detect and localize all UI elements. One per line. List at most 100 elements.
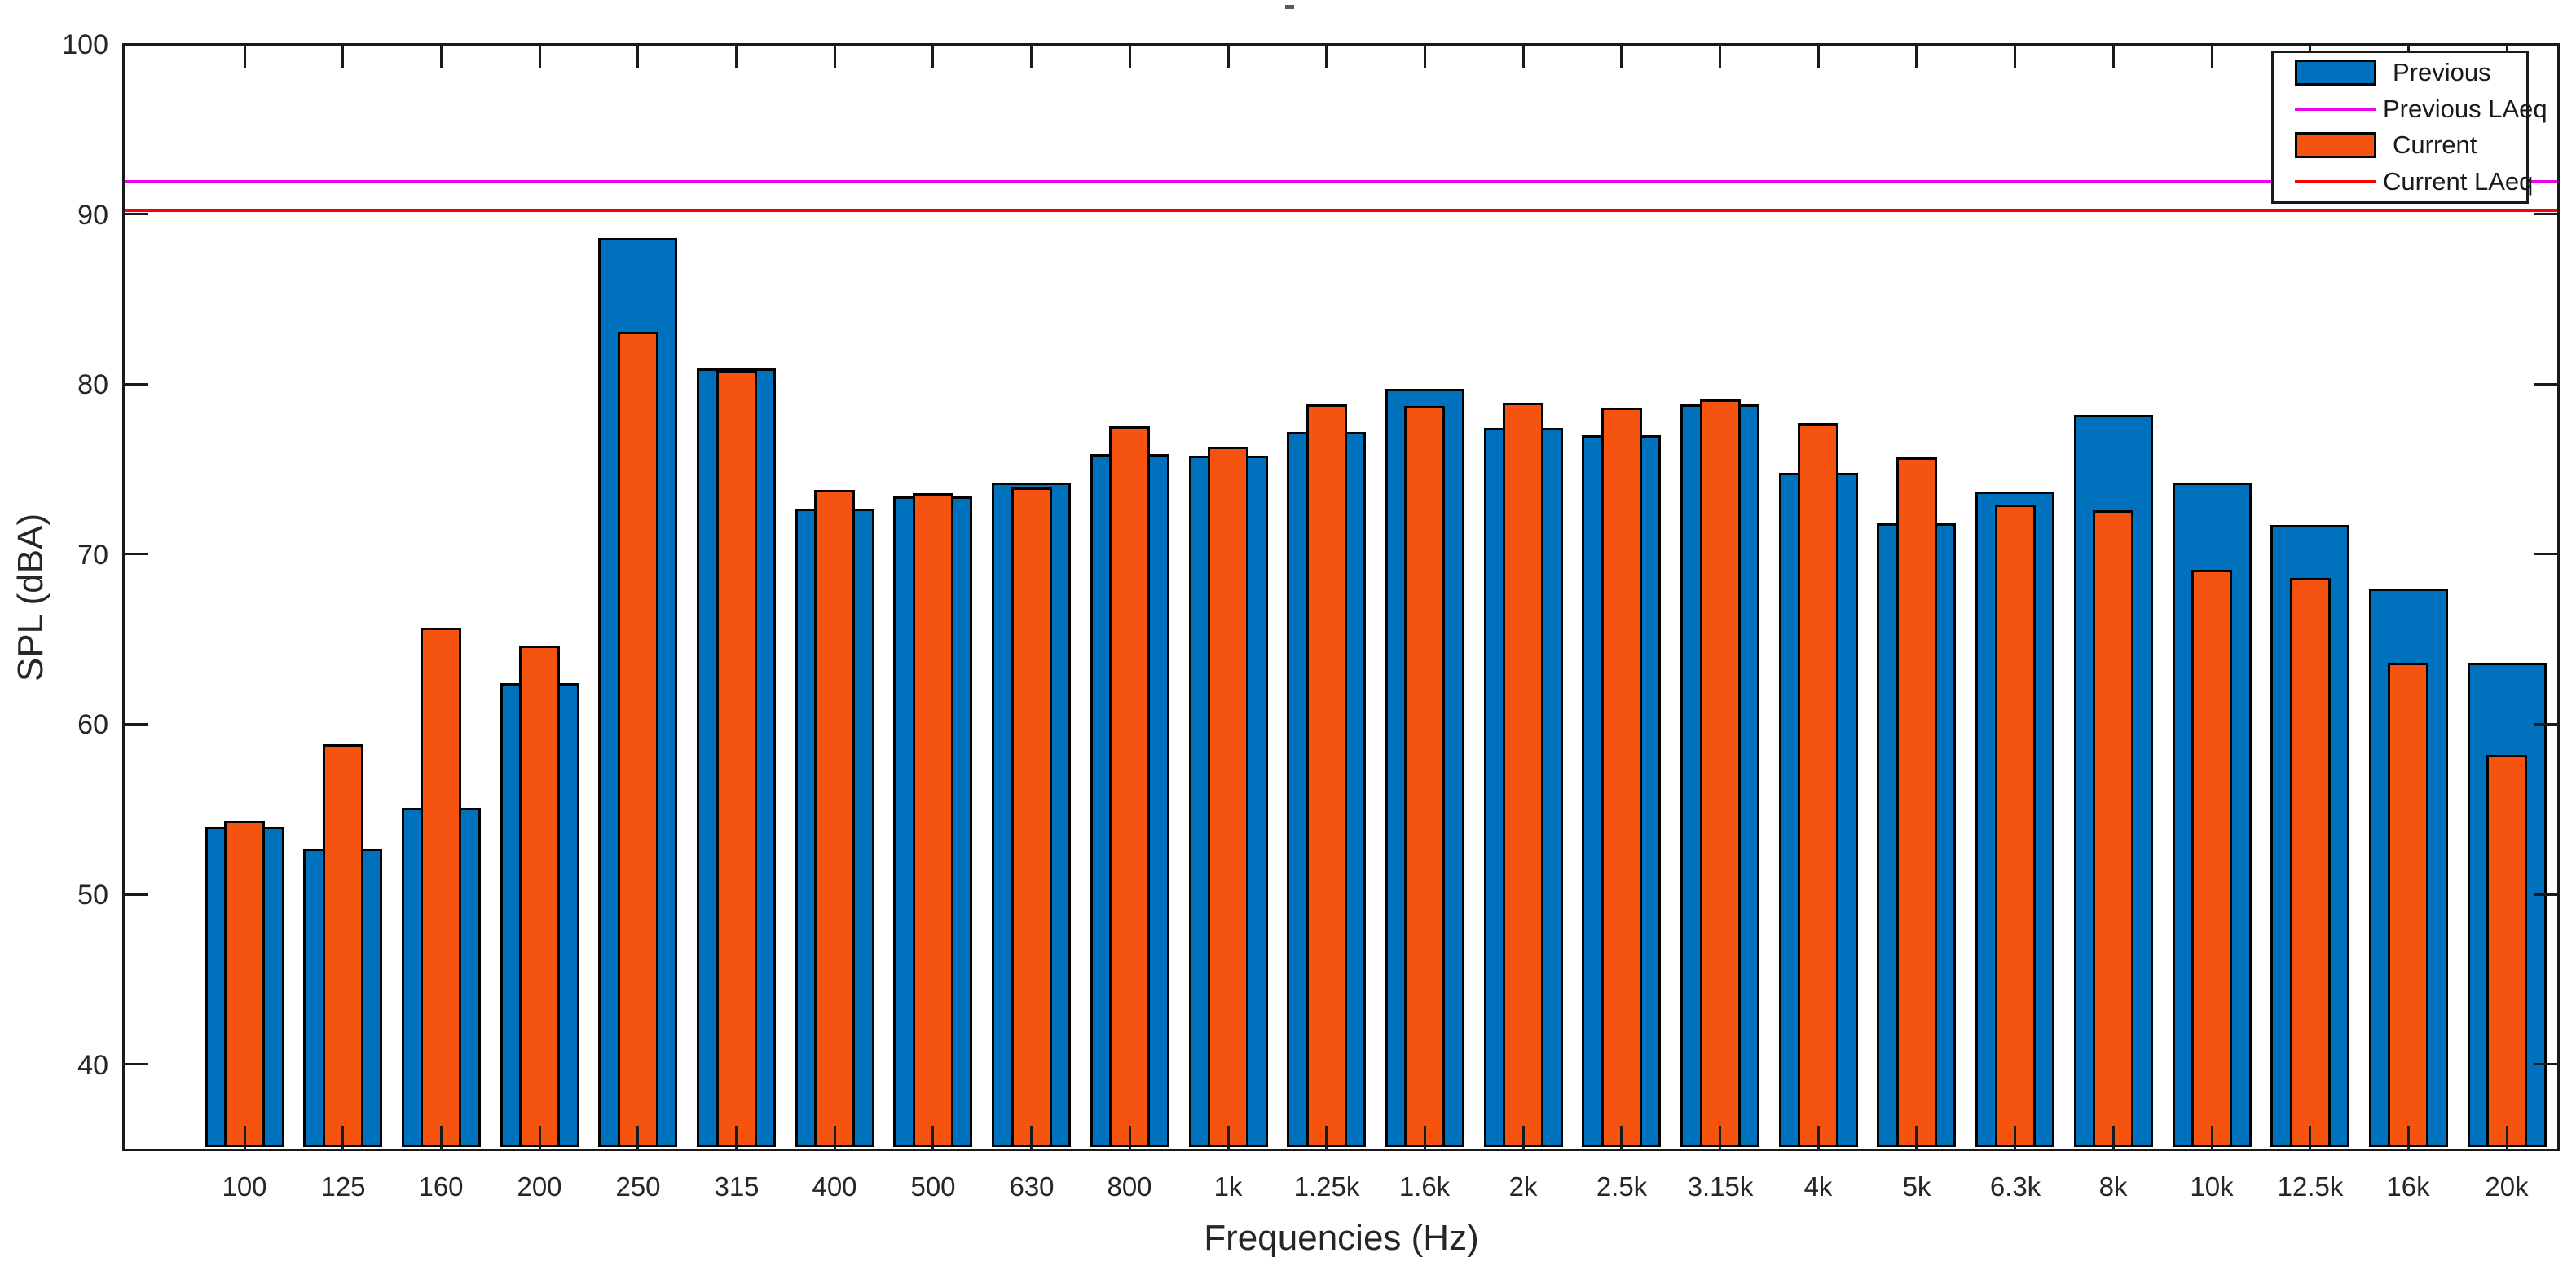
legend-item-current-laeq: Current LAeq	[2274, 165, 2533, 198]
bar-current-630	[1011, 487, 1052, 1147]
x-tick-top-800	[1129, 46, 1131, 68]
x-tick-bottom-500	[931, 1126, 934, 1149]
x-tick-top-2k	[1522, 46, 1525, 68]
x-tick-label-100: 100	[222, 1171, 267, 1202]
bar-current-1.25k	[1306, 404, 1347, 1147]
x-tick-bottom-100	[244, 1126, 246, 1149]
bar-current-1k	[1208, 447, 1248, 1147]
x-tick-label-125: 125	[320, 1171, 366, 1202]
y-tick-label-40: 40	[77, 1050, 108, 1081]
x-tick-bottom-125	[341, 1126, 344, 1149]
y-tick-left-90	[125, 213, 148, 215]
x-tick-bottom-4k	[1817, 1126, 1820, 1149]
bar-current-2k	[1503, 403, 1543, 1147]
legend-item-previous-laeq: Previous LAeq	[2274, 93, 2547, 126]
x-tick-top-1.25k	[1325, 46, 1328, 68]
x-tick-bottom-400	[834, 1126, 836, 1149]
bar-current-315	[716, 371, 757, 1147]
x-tick-top-8k	[2112, 46, 2115, 68]
x-tick-bottom-8k	[2112, 1126, 2115, 1149]
x-tick-top-4k	[1817, 46, 1820, 68]
x-tick-label-500: 500	[910, 1171, 956, 1202]
x-tick-top-400	[834, 46, 836, 68]
x-tick-top-200	[539, 46, 541, 68]
legend-line-swatch-wrap	[2274, 107, 2376, 111]
y-tick-left-60	[125, 723, 148, 726]
legend-bar-swatch-wrap	[2274, 60, 2386, 86]
bar-current-8k	[2093, 510, 2133, 1147]
x-tick-top-3.15k	[1719, 46, 1721, 68]
y-tick-label-60: 60	[77, 709, 108, 740]
x-tick-bottom-1.25k	[1325, 1126, 1328, 1149]
x-tick-label-800: 800	[1107, 1171, 1152, 1202]
y-tick-right-70	[2534, 553, 2557, 555]
hline-previous-laeq	[125, 180, 2557, 183]
bar-current-2.5k	[1601, 408, 1642, 1147]
bar-current-4k	[1798, 423, 1838, 1147]
x-tick-top-250	[636, 46, 639, 68]
legend-item-previous: Previous	[2274, 56, 2526, 89]
legend-line-icon	[2295, 179, 2376, 183]
x-tick-bottom-1k	[1227, 1126, 1230, 1149]
x-tick-label-5k: 5k	[1902, 1171, 1931, 1202]
y-tick-label-90: 90	[77, 200, 108, 231]
x-tick-bottom-6.3k	[2014, 1126, 2016, 1149]
y-tick-right-60	[2534, 723, 2557, 726]
stray-artifact-mark	[1285, 5, 1294, 9]
bar-current-160	[421, 628, 461, 1147]
x-tick-label-6.3k: 6.3k	[1989, 1171, 2041, 1202]
bar-current-1.6k	[1404, 406, 1445, 1147]
x-tick-label-1.25k: 1.25k	[1293, 1171, 1360, 1202]
legend-item-current: Current	[2274, 129, 2526, 161]
bar-current-250	[618, 332, 658, 1147]
y-tick-left-80	[125, 383, 148, 386]
legend-line-icon	[2295, 107, 2376, 111]
x-tick-bottom-1.6k	[1424, 1126, 1426, 1149]
y-tick-right-40	[2534, 1063, 2557, 1065]
plot-area	[122, 43, 2560, 1151]
x-tick-label-2k: 2k	[1508, 1171, 1538, 1202]
x-tick-top-125	[341, 46, 344, 68]
hline-current-laeq	[125, 209, 2557, 212]
x-tick-bottom-2.5k	[1620, 1126, 1623, 1149]
x-tick-label-4k: 4k	[1803, 1171, 1833, 1202]
x-tick-bottom-16k	[2407, 1126, 2410, 1149]
x-tick-bottom-12.5k	[2309, 1126, 2311, 1149]
x-axis-label: Frequencies (Hz)	[1204, 1218, 1479, 1258]
y-tick-label-70: 70	[77, 540, 108, 571]
legend-line-swatch-wrap	[2274, 179, 2376, 183]
x-tick-label-12.5k: 12.5k	[2277, 1171, 2344, 1202]
x-tick-bottom-3.15k	[1719, 1126, 1721, 1149]
y-tick-label-50: 50	[77, 880, 108, 911]
bar-current-125	[323, 744, 363, 1147]
x-tick-bottom-630	[1030, 1126, 1033, 1149]
x-tick-label-250: 250	[615, 1171, 661, 1202]
x-tick-label-2.5k: 2.5k	[1596, 1171, 1648, 1202]
bar-current-16k	[2388, 663, 2428, 1147]
legend-label: Previous	[2393, 58, 2491, 87]
legend-label: Current	[2393, 130, 2477, 160]
bar-current-500	[913, 493, 953, 1147]
x-tick-bottom-5k	[1915, 1126, 1918, 1149]
x-tick-label-16k: 16k	[2386, 1171, 2430, 1202]
x-tick-top-315	[735, 46, 738, 68]
x-tick-bottom-160	[440, 1126, 443, 1149]
x-tick-label-8k: 8k	[2098, 1171, 2128, 1202]
x-tick-top-6.3k	[2014, 46, 2016, 68]
x-tick-top-630	[1030, 46, 1033, 68]
legend-label: Previous LAeq	[2383, 94, 2547, 123]
bar-current-10k	[2191, 570, 2232, 1147]
x-tick-label-400: 400	[812, 1171, 857, 1202]
x-tick-label-200: 200	[517, 1171, 562, 1202]
bar-current-12.5k	[2290, 578, 2331, 1147]
bar-current-400	[814, 490, 855, 1147]
x-tick-label-315: 315	[714, 1171, 760, 1202]
legend-label: Current LAeq	[2383, 166, 2534, 196]
legend: Previous Previous LAeq Current Current LAeq	[2271, 51, 2547, 204]
x-tick-top-5k	[1915, 46, 1918, 68]
y-tick-label-100: 100	[62, 29, 108, 60]
x-tick-bottom-200	[539, 1126, 541, 1149]
x-tick-label-1k: 1k	[1213, 1171, 1243, 1202]
x-tick-bottom-315	[735, 1126, 738, 1149]
x-tick-top-1.6k	[1424, 46, 1426, 68]
